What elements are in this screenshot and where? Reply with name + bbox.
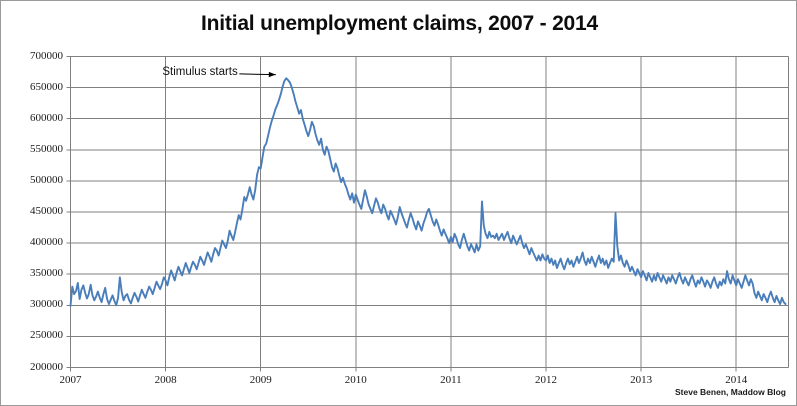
x-axis-tick-label: 2012: [534, 373, 557, 386]
y-axis-tick-label: 450000: [30, 205, 63, 217]
series-line: [69, 77, 787, 307]
y-axis-tick-label: 300000: [30, 298, 63, 311]
x-axis-tick-label: 2009: [249, 373, 272, 386]
x-axis-tick-label: 2007: [59, 373, 82, 386]
y-axis-tick-label: 350000: [30, 267, 63, 280]
y-axis-tick-label: 550000: [30, 142, 63, 155]
credit-attribution: Steve Benen, Maddow Blog: [675, 387, 786, 397]
x-axis-tick-label: 2013: [630, 373, 653, 386]
x-axis-tick-label: 2014: [725, 373, 748, 386]
y-axis-tick-label: 700000: [30, 49, 63, 62]
y-axis-tick-label: 400000: [30, 236, 63, 249]
data-series-group: [69, 77, 787, 307]
x-axis-tick-label: 2011: [440, 373, 462, 386]
x-axis-tick-label: 2008: [154, 373, 177, 386]
chart-title: Initial unemployment claims, 2007 - 2014: [201, 12, 598, 35]
y-axis-tick-label: 650000: [30, 80, 63, 93]
y-axis-tick-label: 500000: [30, 173, 63, 186]
gridlines: [66, 56, 789, 372]
stimulus-starts-annotation: Stimulus starts: [162, 65, 238, 78]
y-axis-tick-label: 600000: [30, 111, 63, 124]
y-axis-tick-label: 200000: [30, 360, 63, 373]
annotation-arrow-group: [239, 71, 276, 78]
x-axis-tick-label: 2010: [344, 373, 367, 386]
y-axis-tick-label: 250000: [30, 329, 63, 342]
